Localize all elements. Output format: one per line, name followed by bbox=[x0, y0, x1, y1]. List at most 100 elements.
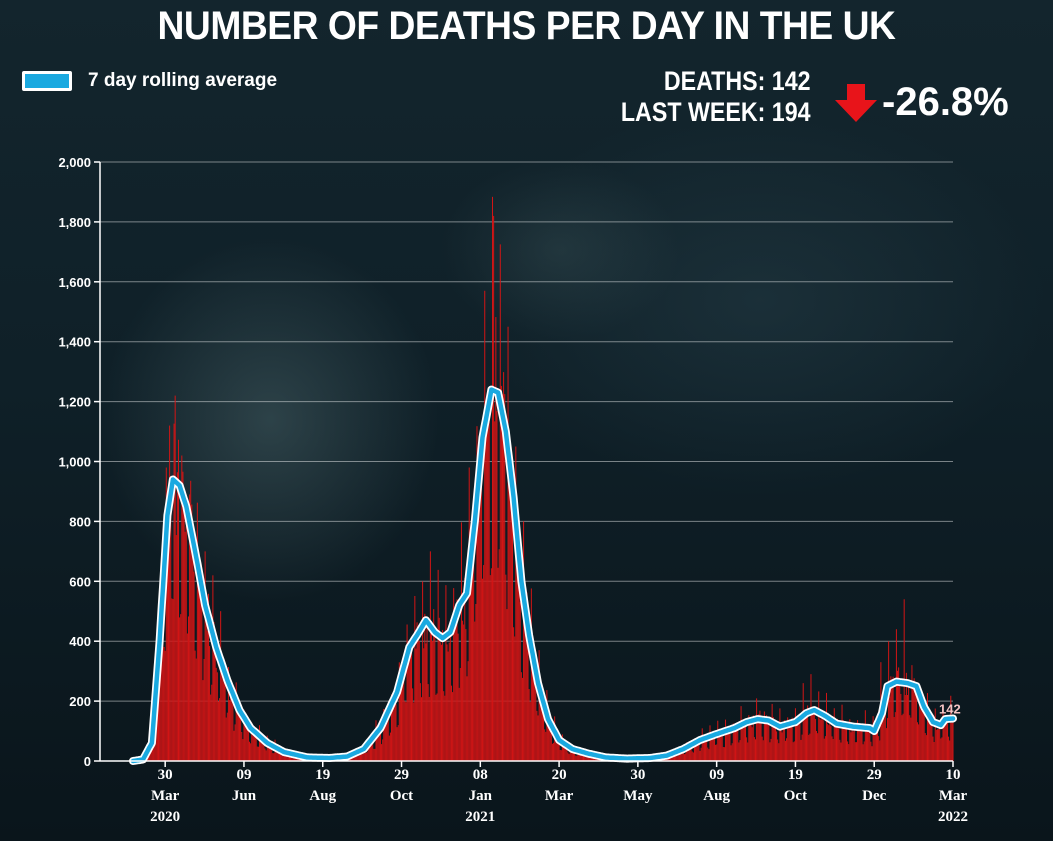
bar bbox=[225, 717, 227, 761]
bar bbox=[155, 720, 157, 761]
bar bbox=[711, 733, 713, 761]
bar bbox=[904, 695, 906, 761]
bar bbox=[509, 475, 511, 761]
bar bbox=[700, 747, 702, 761]
bar bbox=[769, 742, 771, 761]
end-value-label: 142 bbox=[939, 701, 961, 716]
bar bbox=[919, 685, 921, 761]
bar bbox=[925, 735, 927, 761]
bar bbox=[699, 750, 701, 761]
bar bbox=[189, 494, 191, 761]
bar bbox=[412, 688, 414, 761]
bar bbox=[863, 741, 865, 761]
bar bbox=[813, 712, 815, 761]
bar bbox=[905, 672, 907, 761]
bar bbox=[689, 743, 691, 761]
bar bbox=[747, 742, 749, 761]
bar bbox=[204, 551, 206, 761]
bar bbox=[526, 592, 528, 761]
bar bbox=[168, 490, 170, 761]
bar bbox=[741, 720, 743, 761]
bar bbox=[537, 715, 539, 761]
bar bbox=[823, 738, 825, 761]
y-tick-label: 0 bbox=[84, 754, 91, 769]
bar bbox=[882, 711, 884, 761]
bar bbox=[497, 567, 499, 761]
bar bbox=[872, 716, 874, 761]
bar bbox=[685, 753, 687, 761]
x-tick-day: 08 bbox=[473, 767, 488, 783]
bar bbox=[680, 750, 682, 761]
bar bbox=[524, 607, 526, 761]
bar bbox=[533, 672, 535, 761]
bar bbox=[191, 504, 193, 761]
bar bbox=[810, 674, 812, 761]
bar bbox=[693, 738, 695, 761]
bar bbox=[929, 720, 931, 761]
bar bbox=[474, 621, 476, 761]
bar bbox=[563, 742, 565, 761]
bar bbox=[939, 721, 941, 761]
bar bbox=[565, 742, 567, 761]
bar bbox=[433, 609, 435, 761]
bar bbox=[372, 733, 374, 761]
bar bbox=[363, 748, 365, 761]
bar bbox=[212, 575, 214, 761]
bar bbox=[374, 748, 376, 761]
bar bbox=[706, 735, 708, 761]
bar bbox=[761, 736, 763, 761]
bar bbox=[683, 754, 685, 761]
bar bbox=[673, 753, 675, 761]
bar bbox=[415, 648, 417, 761]
bar bbox=[858, 725, 860, 761]
bar bbox=[531, 660, 533, 761]
bar bbox=[214, 636, 216, 761]
bar bbox=[479, 492, 481, 761]
bar bbox=[799, 714, 801, 761]
bar bbox=[852, 731, 854, 761]
bar bbox=[697, 737, 699, 761]
bar bbox=[881, 712, 883, 761]
bar bbox=[691, 751, 693, 761]
bar bbox=[822, 720, 824, 761]
bar bbox=[499, 244, 501, 762]
x-tick-month: Aug bbox=[703, 788, 730, 804]
bar bbox=[702, 738, 704, 761]
bar bbox=[763, 711, 765, 761]
bar bbox=[255, 727, 257, 761]
bar bbox=[873, 728, 875, 761]
bar bbox=[540, 689, 542, 761]
bar bbox=[885, 728, 887, 761]
bar bbox=[502, 394, 503, 761]
bar bbox=[151, 746, 153, 761]
bar bbox=[262, 736, 264, 761]
bar bbox=[681, 749, 683, 761]
bar bbox=[668, 758, 670, 761]
bar bbox=[575, 755, 577, 761]
x-tick-month: Aug bbox=[309, 788, 336, 804]
bar bbox=[950, 695, 952, 761]
bar bbox=[523, 521, 525, 761]
bar bbox=[250, 743, 252, 761]
bar bbox=[581, 751, 583, 761]
bar bbox=[742, 724, 744, 761]
bar bbox=[432, 641, 434, 761]
bar bbox=[437, 569, 439, 761]
legend-label: 7 day rolling average bbox=[88, 70, 278, 91]
bar bbox=[535, 677, 537, 761]
bar bbox=[736, 727, 738, 761]
bar bbox=[219, 698, 221, 761]
bar bbox=[232, 695, 234, 761]
bar bbox=[865, 731, 867, 761]
x-tick-day: 30 bbox=[158, 767, 173, 783]
bar bbox=[583, 755, 584, 761]
legend-swatch bbox=[22, 71, 72, 91]
bar bbox=[205, 596, 207, 761]
bar bbox=[477, 455, 479, 761]
bar bbox=[912, 686, 914, 761]
bar bbox=[356, 752, 358, 761]
bar bbox=[935, 729, 937, 761]
bar bbox=[462, 620, 464, 761]
bar bbox=[409, 645, 411, 761]
